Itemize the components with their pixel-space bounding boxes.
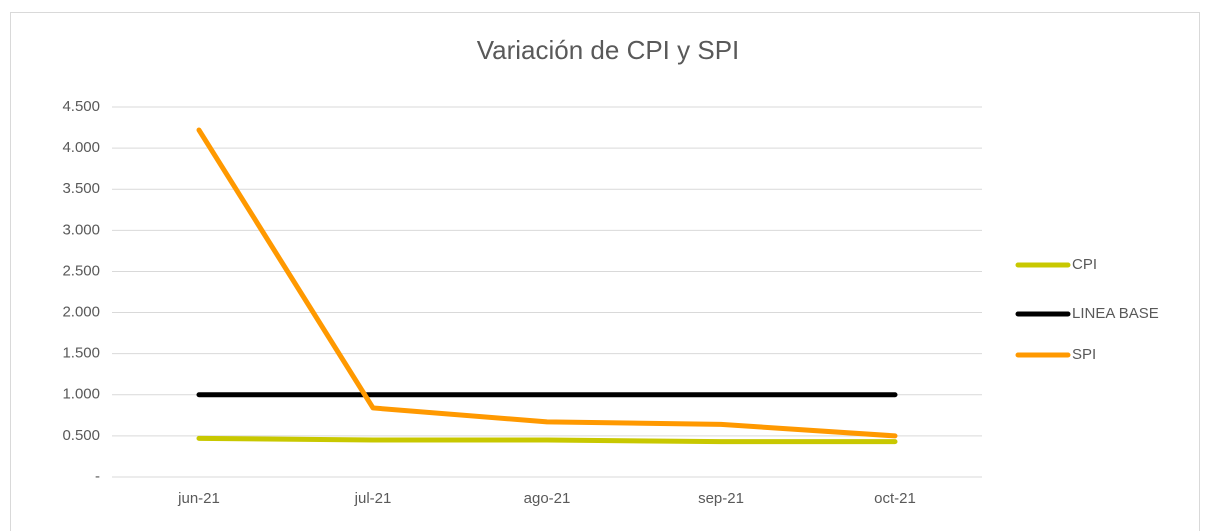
- y-tick-label: 2.000: [62, 304, 100, 321]
- chart-title: Variación de CPI y SPI: [477, 35, 740, 65]
- y-tick-label: 4.500: [62, 98, 100, 115]
- y-tick-label: 3.000: [62, 221, 100, 238]
- legend-label: SPI: [1072, 346, 1096, 363]
- y-tick-label: -: [95, 468, 100, 485]
- y-tick-label: 4.000: [62, 139, 100, 156]
- y-tick-label: 3.500: [62, 180, 100, 197]
- y-tick-label: 0.500: [62, 427, 100, 444]
- legend-label: LINEA BASE: [1072, 305, 1159, 322]
- x-tick-label: jul-21: [354, 490, 392, 507]
- y-tick-label: 1.000: [62, 386, 100, 403]
- x-tick-label: oct-21: [874, 490, 916, 507]
- y-tick-label: 1.500: [62, 345, 100, 362]
- series-line: [196, 127, 898, 439]
- x-tick-label: ago-21: [524, 490, 571, 507]
- y-tick-label: 2.500: [62, 262, 100, 279]
- x-tick-label: jun-21: [177, 490, 220, 507]
- legend-label: CPI: [1072, 256, 1097, 273]
- x-tick-label: sep-21: [698, 490, 744, 507]
- series-line: [196, 435, 898, 445]
